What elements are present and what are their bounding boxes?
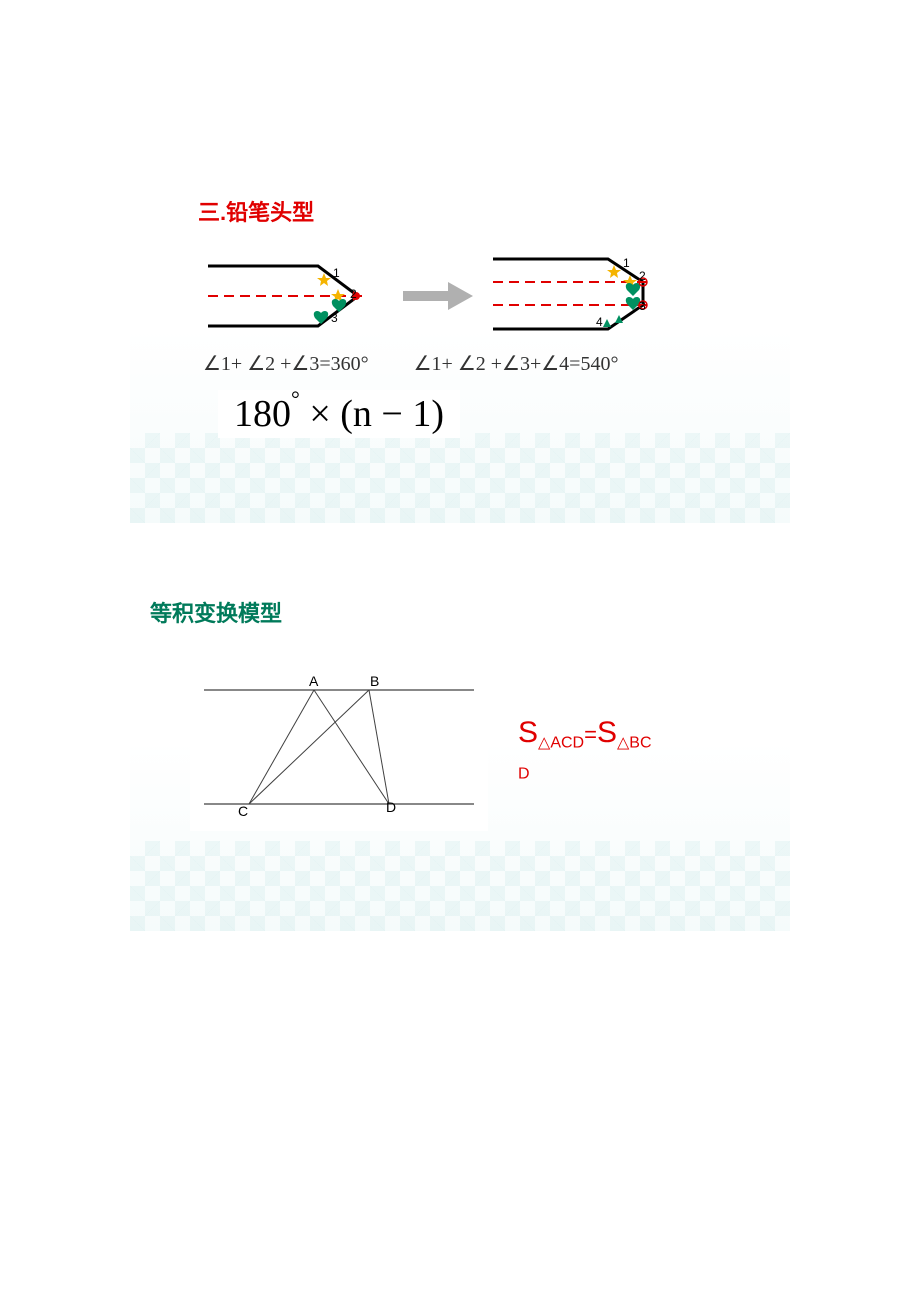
angle-label-3: 3	[639, 299, 646, 313]
angle-label-3: 3	[331, 311, 338, 325]
triangle-diagram-box: A B C D	[190, 668, 488, 831]
angle-label-1: 1	[333, 266, 340, 280]
area-sub1: △ACD	[538, 735, 584, 752]
vertex-B: B	[370, 673, 379, 689]
equations-row: ∠1+ ∠2 +∠3=360° ∠1+ ∠2 +∠3+∠4=540°	[198, 351, 780, 376]
equation-left: ∠1+ ∠2 +∠3=360°	[203, 351, 369, 376]
area-equation: S△ACD=S△BCD	[518, 715, 652, 783]
general-formula: 180° × (n − 1)	[218, 390, 460, 438]
triangle-diagram: A B C D	[194, 672, 484, 822]
panel1-title: 三.铅笔头型	[198, 195, 780, 227]
angle-label-2: 2	[639, 269, 646, 283]
angle-label-1: 1	[623, 256, 630, 270]
checker-pattern	[130, 841, 790, 931]
vertex-C: C	[238, 803, 248, 819]
area-S1: S	[518, 716, 538, 749]
formula-180: 180	[234, 393, 291, 435]
equal-area-panel: 等积变换模型 A B C D S△ACD=S△BCD	[130, 551, 790, 931]
pencil-diagram-right: 1 2 3 4	[483, 247, 693, 345]
diagrams-row: 1 2 3 1 2	[198, 247, 780, 345]
equation-right: ∠1+ ∠2 +∠3+∠4=540°	[414, 351, 619, 376]
panel2-body: A B C D S△ACD=S△BCD	[150, 668, 780, 831]
angle-label-2: 2	[350, 287, 357, 301]
area-sub2b: D	[518, 765, 530, 782]
arrow-icon	[403, 282, 473, 310]
checker-pattern	[130, 433, 790, 523]
vertex-D: D	[386, 799, 396, 815]
area-eq-sign: =	[584, 722, 597, 747]
angle-label-4: 4	[596, 315, 603, 329]
formula-degree: °	[291, 386, 300, 411]
pencil-head-panel: 三.铅笔头型 1 2 3	[130, 135, 790, 523]
pencil-diagram-left: 1 2 3	[198, 251, 393, 341]
formula-rest: × (n − 1)	[300, 393, 444, 435]
area-S2: S	[597, 716, 617, 749]
vertex-A: A	[309, 673, 319, 689]
area-sub2a: △BC	[617, 735, 652, 752]
panel2-title: 等积变换模型	[150, 596, 780, 628]
